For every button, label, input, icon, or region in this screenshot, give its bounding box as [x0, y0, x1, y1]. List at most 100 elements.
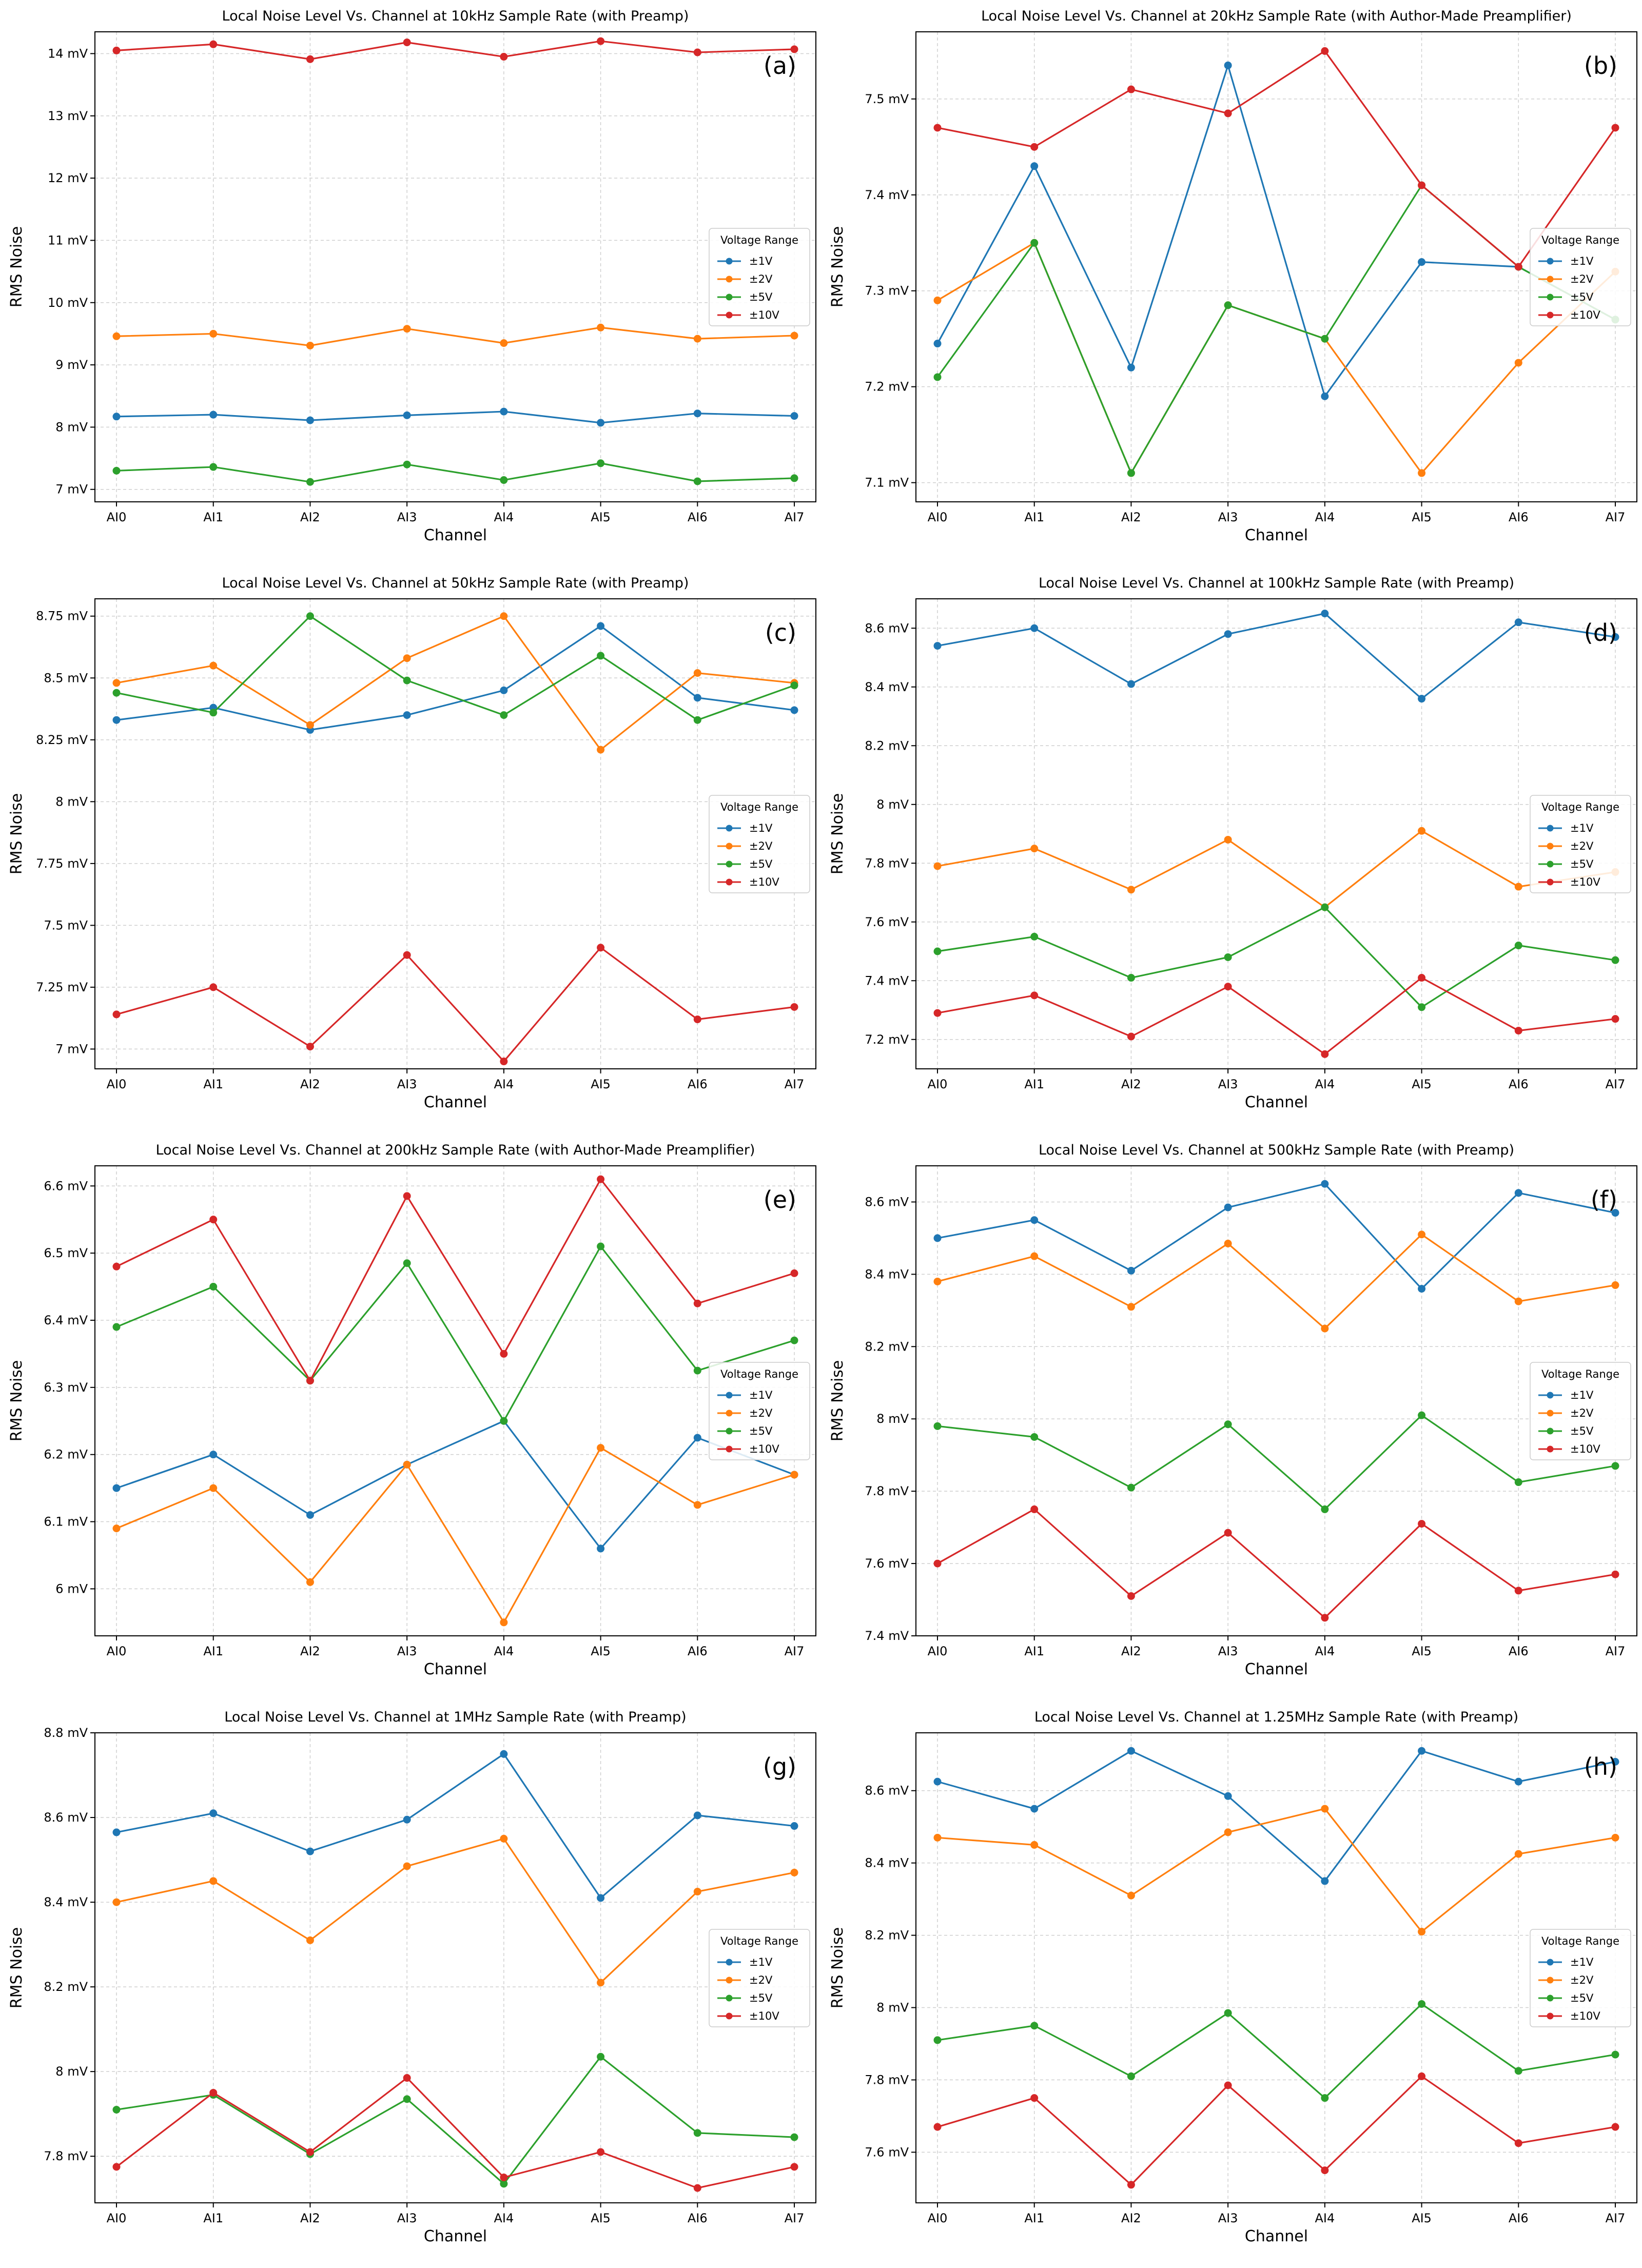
chart-panel-g: Local Noise Level Vs. Channel at 1MHz Sa…	[0, 1701, 821, 2268]
data-point	[1418, 1928, 1426, 1936]
data-point	[1611, 1281, 1619, 1289]
data-point	[1224, 2009, 1232, 2017]
chart-panel-a: Local Noise Level Vs. Channel at 10kHz S…	[0, 0, 821, 567]
data-point	[1514, 1189, 1522, 1197]
data-point	[790, 1269, 798, 1277]
data-point	[1418, 2000, 1426, 2008]
legend-marker	[726, 1428, 733, 1435]
data-point	[403, 1460, 411, 1469]
chart-title: Local Noise Level Vs. Channel at 1MHz Sa…	[224, 1709, 686, 1725]
x-tick-label: AI1	[1024, 510, 1044, 524]
legend-label: ±10V	[749, 309, 779, 321]
chart-title: Local Noise Level Vs. Channel at 100kHz …	[1039, 575, 1514, 591]
data-point	[1224, 983, 1232, 991]
x-tick-label: AI4	[1315, 2211, 1335, 2225]
series-line	[116, 1753, 795, 1900]
series-line	[116, 1178, 795, 1383]
y-tick-label: 8 mV	[55, 420, 88, 434]
x-tick-label: AI4	[494, 510, 514, 524]
legend-label: ±1V	[749, 1389, 773, 1401]
legend-label: ±1V	[749, 822, 773, 834]
chart-svg: Local Noise Level Vs. Channel at 1.25MHz…	[829, 1709, 1637, 2245]
legend-label: ±2V	[1570, 273, 1594, 285]
data-point	[403, 1192, 411, 1200]
data-point	[500, 1834, 508, 1843]
x-tick-label: AI7	[785, 1644, 805, 1658]
legend-label: ±5V	[749, 291, 773, 303]
data-point	[933, 2123, 942, 2131]
y-tick-label: 8 mV	[55, 2064, 88, 2079]
data-point	[1224, 630, 1232, 638]
legend-label: ±2V	[1570, 1974, 1594, 1986]
y-tick-label: 8.5 mV	[44, 671, 88, 685]
legend-label: ±10V	[749, 2010, 779, 2022]
data-point	[933, 1422, 942, 1430]
data-point	[693, 1299, 701, 1307]
data-point	[1030, 239, 1039, 247]
data-point	[1127, 974, 1135, 982]
plot-frame	[94, 1165, 816, 1636]
x-tick-label: AI5	[1412, 1077, 1432, 1091]
legend-box	[1530, 795, 1631, 893]
series-line	[937, 50, 1616, 268]
data-point	[1321, 1805, 1329, 1813]
x-tick-label: AI1	[1024, 1644, 1044, 1658]
legend-marker	[726, 294, 733, 301]
x-tick-label: AI7	[1606, 1077, 1626, 1091]
data-point	[306, 55, 314, 63]
x-axis-label: Channel	[424, 1660, 487, 1678]
x-tick-label: AI7	[1606, 510, 1626, 524]
data-point	[1127, 1747, 1135, 1755]
legend-marker	[1547, 258, 1554, 265]
data-point	[933, 947, 942, 955]
panel-letter: (b)	[1584, 52, 1617, 80]
data-point	[1224, 1203, 1232, 1211]
legend-title: Voltage Range	[720, 1935, 798, 1947]
legend-box	[709, 1362, 810, 1460]
x-axis-label: Channel	[424, 2227, 487, 2245]
data-point	[597, 944, 605, 952]
x-tick-label: AI1	[1024, 2211, 1044, 2225]
data-point	[597, 37, 605, 45]
legend-title: Voltage Range	[720, 1368, 798, 1380]
data-point	[112, 1262, 121, 1270]
x-tick-label: AI0	[928, 1644, 948, 1658]
y-tick-label: 7.5 mV	[865, 92, 909, 106]
x-tick-label: AI1	[203, 1077, 223, 1091]
data-point	[933, 1009, 942, 1017]
data-point	[1030, 1433, 1039, 1441]
chart-panel-f: Local Noise Level Vs. Channel at 500kHz …	[821, 1134, 1642, 1701]
data-point	[1127, 1592, 1135, 1600]
data-point	[403, 676, 411, 685]
legend-marker	[726, 1445, 733, 1453]
data-point	[403, 2095, 411, 2103]
data-point	[1514, 263, 1522, 271]
legend-marker	[726, 276, 733, 283]
data-point	[1030, 1841, 1039, 1849]
data-point	[403, 1259, 411, 1267]
data-point	[209, 463, 218, 471]
legend-marker	[1547, 1392, 1554, 1399]
data-point	[1030, 1252, 1039, 1260]
chart-panel-d: Local Noise Level Vs. Channel at 100kHz …	[821, 567, 1642, 1134]
y-tick-label: 7.4 mV	[865, 188, 909, 202]
x-tick-label: AI0	[107, 1077, 127, 1091]
x-tick-label: AI7	[785, 2211, 805, 2225]
y-tick-label: 7 mV	[55, 1042, 88, 1056]
legend-box	[1530, 228, 1631, 326]
legend-marker	[726, 878, 733, 886]
x-tick-label: AI7	[785, 1077, 805, 1091]
data-point	[306, 1511, 314, 1519]
data-point	[1127, 363, 1135, 372]
legend-label: ±2V	[749, 840, 773, 852]
data-point	[403, 1815, 411, 1824]
data-point	[1224, 2081, 1232, 2089]
data-point	[112, 1828, 121, 1836]
data-point	[1514, 359, 1522, 367]
legend-box	[1530, 1929, 1631, 2027]
data-point	[1127, 1483, 1135, 1492]
x-tick-label: AI2	[1121, 510, 1141, 524]
data-point	[1514, 1777, 1522, 1786]
y-tick-label: 7 mV	[55, 482, 88, 497]
series-line	[116, 2077, 795, 2189]
